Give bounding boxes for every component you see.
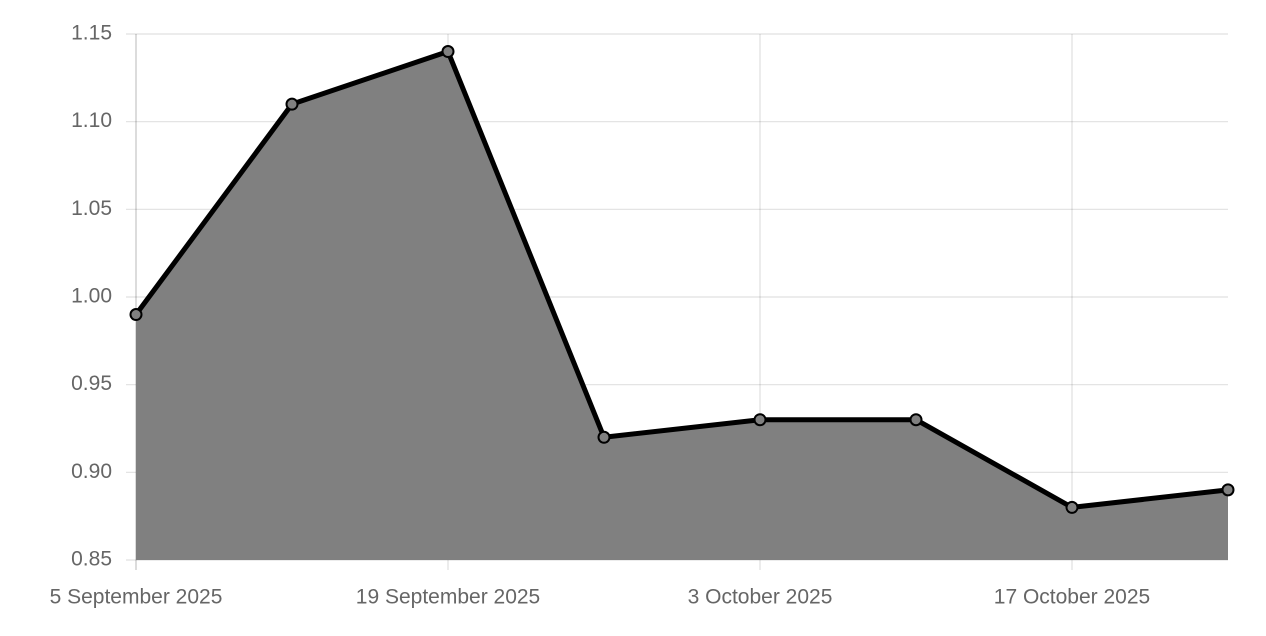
y-tick-label: 1.00 (71, 285, 112, 308)
point (597, 430, 611, 444)
point (1065, 500, 1079, 514)
y-tick-label: 1.05 (71, 197, 112, 220)
point (1221, 483, 1235, 497)
line (133, 49, 1229, 510)
x-tick-label: 5 September 2025 (50, 586, 223, 609)
y-tick-label: 1.15 (71, 22, 112, 45)
point (441, 45, 455, 59)
point (129, 308, 143, 322)
area-fill (136, 51, 1228, 561)
x-tick-label: 3 October 2025 (688, 586, 833, 609)
point (909, 413, 923, 427)
x-tick-label: 19 September 2025 (356, 586, 540, 609)
y-tick-label: 0.85 (71, 548, 112, 571)
point (753, 413, 767, 427)
y-tick-label: 0.95 (71, 372, 112, 395)
y-tick-label: 0.90 (71, 460, 112, 483)
point (285, 97, 299, 111)
y-tick-label: 1.10 (71, 109, 112, 132)
x-tick-label: 17 October 2025 (994, 586, 1150, 609)
